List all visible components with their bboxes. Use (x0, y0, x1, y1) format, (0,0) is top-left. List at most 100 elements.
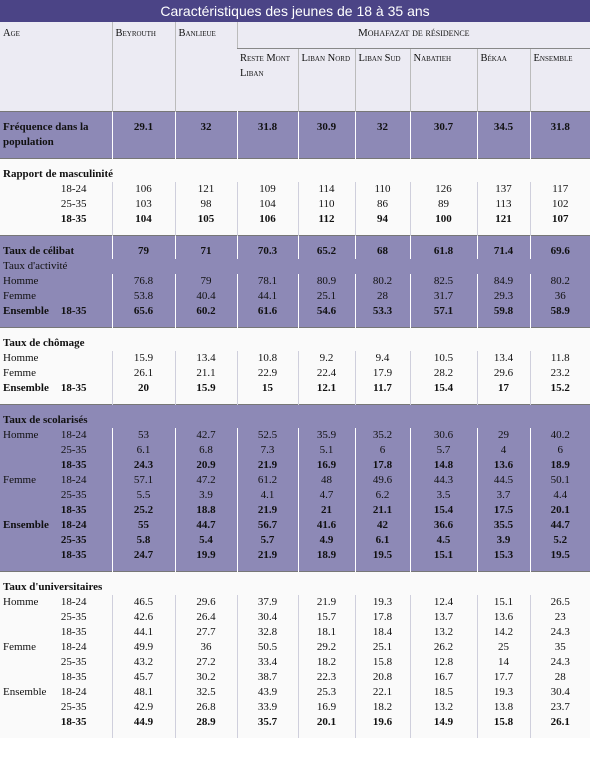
value-cell: 36 (174, 640, 237, 655)
age-group: 18-35 (60, 716, 87, 728)
value-cell: 35 (529, 640, 590, 655)
value-cell: 57.1 (111, 473, 175, 488)
row-label-cell: 25-35 (0, 610, 112, 625)
value-cell: 17.7 (476, 670, 530, 685)
value-cell: 3.7 (476, 488, 530, 503)
row-label: 25-35 (3, 533, 109, 548)
row-label: Femme 18-24 (3, 640, 109, 655)
value-cell: 61.6 (236, 304, 298, 328)
value-cell: 14.2 (476, 625, 530, 640)
row-label-cell: Homme 18-24 (0, 595, 112, 610)
value-cell: 30.6 (409, 428, 477, 443)
age-group: 18-24 (60, 596, 87, 608)
row-label: 25-35 (3, 700, 109, 715)
row-label-text: Homme (3, 352, 39, 364)
table-row: Taux de célibat 79 71 70.3 65.2 68 61.8 71.4 69.… (0, 235, 590, 259)
value-cell: 42.7 (174, 428, 237, 443)
value-cell: 114 (297, 182, 355, 197)
value-cell: 21.9 (297, 595, 355, 610)
value-cell: 5.7 (409, 443, 477, 458)
table-row: Ensemble 18-35 20 15.9 15 12.1 11.7 15.4 17 15.2 (0, 381, 590, 405)
section: Fréquence dans la population 29.1 32 31.8 30… (0, 111, 590, 159)
value-cell: 102 (529, 197, 590, 212)
table-row: Homme 18-24 53 42.7 52.5 35.9 35.2 30.6 29 40.2 (0, 428, 590, 443)
row-label-text: Femme (3, 641, 36, 653)
value-cell: 53 (111, 428, 175, 443)
value-cell: 13.6 (476, 610, 530, 625)
value-cell: 12.4 (409, 595, 477, 610)
row-label: 25-35 (3, 610, 109, 625)
value-cell: 3.9 (174, 488, 237, 503)
age-group: 25-35 (60, 198, 87, 210)
value-cell: 21.9 (236, 458, 298, 473)
row-label-cell: 18-35 (0, 548, 112, 572)
value-cell: 44.1 (236, 289, 298, 304)
row-label-cell: 18-35 (0, 212, 112, 236)
value-cell: 69.6 (529, 235, 590, 259)
data-table: Age Beyrouth Banlieue Mohafazat de résid… (0, 22, 590, 738)
value-cell: 4.7 (297, 488, 355, 503)
age-group: 18-35 (60, 671, 87, 683)
value-cell: 13.2 (409, 700, 477, 715)
value-cell: 32.8 (236, 625, 298, 640)
group-header: Mohafazat de résidence (236, 22, 590, 49)
value-cell: 44.9 (111, 715, 175, 738)
value-cell: 21 (297, 503, 355, 518)
table-row: 18-35 24.7 19.9 21.9 18.9 19.5 15.1 15.3 19.5 (0, 548, 590, 572)
value-cell: 80.9 (297, 274, 355, 289)
value-cell: 4 (476, 443, 530, 458)
value-cell: 57.1 (409, 304, 477, 328)
value-cell: 89 (409, 197, 477, 212)
row-label: 18-35 (3, 458, 109, 473)
value-cell: 10.8 (236, 351, 298, 366)
value-cell: 29.6 (174, 595, 237, 610)
value-cell: 6.2 (354, 488, 410, 503)
value-cell: 29 (476, 428, 530, 443)
row-label: 18-35 (3, 715, 109, 730)
age-group: 18-35 (60, 305, 87, 317)
value-cell: 17 (476, 381, 530, 405)
age-group: 18-35 (60, 626, 87, 638)
value-cell: 60.2 (174, 304, 237, 328)
value-cell: 36 (529, 289, 590, 304)
value-cell: 98 (174, 197, 237, 212)
value-cell: 20.1 (297, 715, 355, 738)
row-label-cell: 18-35 (0, 458, 112, 473)
age-group: 18-24 (60, 519, 87, 531)
value-cell: 5.7 (236, 533, 298, 548)
row-label-text: Homme (3, 275, 39, 287)
table-row: Femme 53.8 40.4 44.1 25.1 28 31.7 29.3 36 (0, 289, 590, 304)
value-cell: 40.2 (529, 428, 590, 443)
value-cell: 25.1 (354, 640, 410, 655)
age-group: 18-24 (60, 474, 87, 486)
row-label-cell: 25-35 (0, 197, 112, 212)
row-label-cell: Taux d'activité (0, 259, 590, 274)
value-cell: 12.1 (297, 381, 355, 405)
row-label-text: Rapport de masculinité (3, 168, 113, 180)
value-cell: 28.9 (174, 715, 237, 738)
column-header: Beyrouth (111, 22, 175, 112)
value-cell: 16.9 (297, 458, 355, 473)
value-cell: 26.1 (111, 366, 175, 381)
value-cell: 18.2 (297, 655, 355, 670)
value-cell: 56.7 (236, 518, 298, 533)
value-cell: 15.7 (297, 610, 355, 625)
age-group: 25-35 (60, 656, 87, 668)
age-group: 25-35 (60, 534, 87, 546)
value-cell: 24.3 (111, 458, 175, 473)
value-cell: 44.7 (529, 518, 590, 533)
column-header: Banlieue (174, 22, 237, 112)
table-row: 25-35 5.8 5.4 5.7 4.9 6.1 4.5 3.9 5.2 (0, 533, 590, 548)
value-cell: 109 (236, 182, 298, 197)
value-cell: 112 (297, 212, 355, 236)
value-cell: 35.7 (236, 715, 298, 738)
age-group: 18-24 (60, 686, 87, 698)
value-cell: 41.6 (297, 518, 355, 533)
value-cell: 19.5 (529, 548, 590, 572)
value-cell: 46.5 (111, 595, 175, 610)
row-label-text: Taux de chômage (3, 337, 85, 349)
value-cell: 44.3 (409, 473, 477, 488)
value-cell: 15.2 (529, 381, 590, 405)
value-cell: 23.2 (529, 366, 590, 381)
table-row: Taux d'activité (0, 259, 590, 274)
